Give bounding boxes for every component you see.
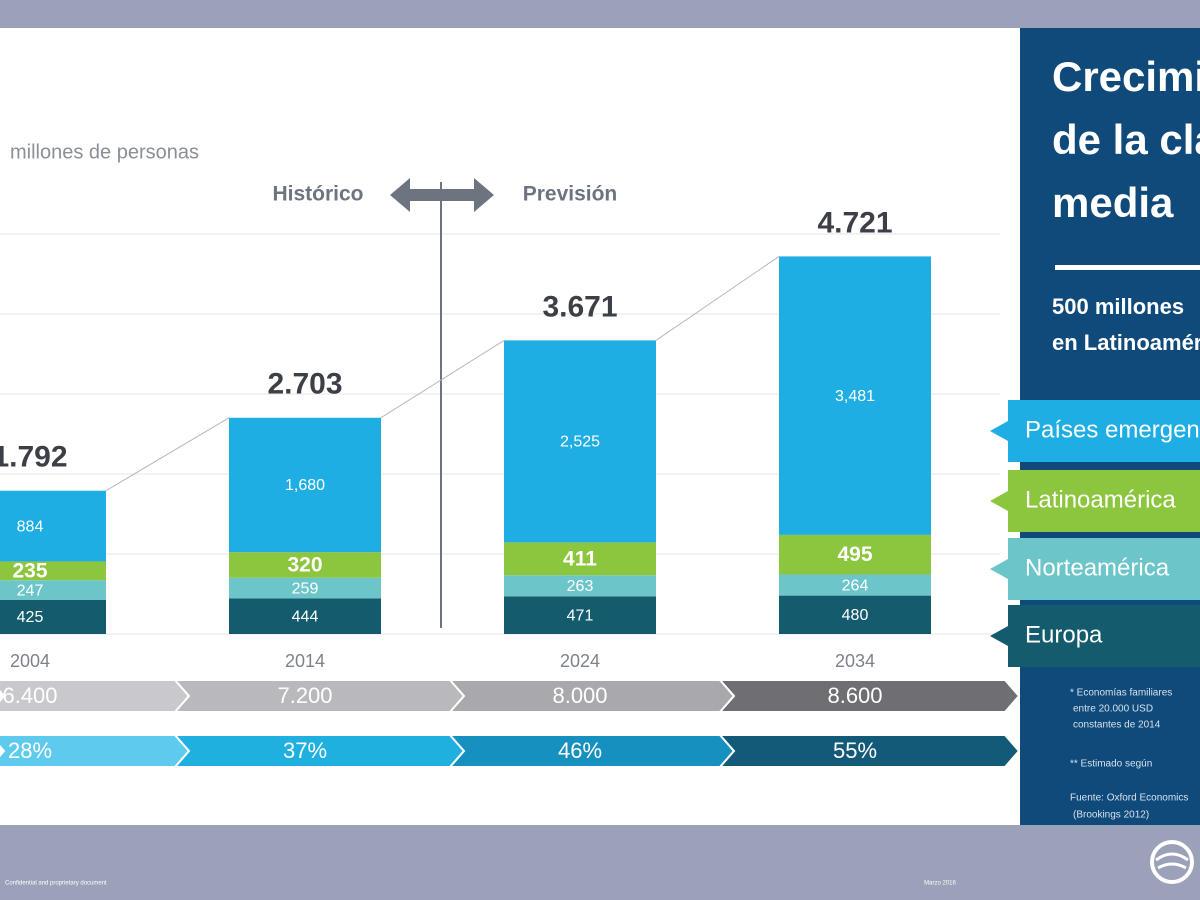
bar-segment (229, 598, 381, 634)
bar-segment (504, 596, 656, 634)
data-label: 263 (567, 578, 594, 595)
bar-segment (229, 552, 381, 578)
bar-segment (779, 574, 931, 596)
data-label: 2,525 (560, 434, 600, 451)
data-label: 247 (17, 582, 44, 599)
x-tick-label: 2014 (285, 651, 325, 671)
logo (1150, 840, 1194, 884)
footer-right: Marzo 2016 (924, 881, 956, 887)
x-tick-label: 2034 (835, 651, 875, 671)
data-label: 264 (842, 577, 869, 594)
legend-label: Europa (1025, 621, 1103, 648)
total-label: 3.671 (542, 290, 617, 323)
bar-segment (504, 575, 656, 597)
share_row-chevron (717, 734, 1021, 768)
top-band (0, 0, 1200, 28)
data-label: 3,481 (835, 388, 875, 405)
population_row-label: 8.600 (827, 683, 882, 708)
total-label: 2.703 (267, 368, 342, 401)
forecast-label: Previsión (523, 183, 618, 206)
unit-label: millones de personas (10, 141, 199, 163)
legend-swatch (990, 605, 1200, 667)
bar-segment (229, 577, 381, 599)
sidebar-rule (1055, 265, 1200, 270)
data-label: 425 (17, 609, 44, 626)
share_row-label: 28% (8, 738, 52, 763)
bar-segment (504, 340, 656, 543)
bar-segment (504, 542, 656, 576)
legend-swatch (990, 470, 1200, 532)
data-label: 480 (842, 607, 869, 624)
bar-segment (0, 561, 106, 581)
x-tick-label: 2024 (560, 651, 600, 671)
bar-segment (0, 580, 106, 600)
population_row-label: 6.400 (2, 683, 57, 708)
data-label: 884 (17, 518, 44, 535)
bar-segment (779, 534, 931, 575)
connector (105, 417, 230, 492)
share_row-label: 37% (283, 738, 327, 763)
sidebar-note: ** Estimado según (1070, 759, 1152, 770)
sidebar: Crecimiento de la clase media 500 millones e… (1052, 53, 1200, 821)
sidebar-note: entre 20.000 USD (1073, 704, 1153, 715)
sidebar-subtitle: 500 millones (1052, 294, 1184, 319)
x-tick-label: 2004 (10, 651, 50, 671)
data-label: 320 (287, 554, 322, 577)
legend-label: Latinoamérica (1025, 486, 1176, 513)
data-label: 411 (563, 547, 597, 570)
sidebar-title: Crecimiento (1052, 53, 1200, 100)
data-label: 495 (837, 543, 872, 566)
population_row-label: 7.200 (277, 683, 332, 708)
sidebar-title: de la clase (1052, 116, 1200, 163)
bottom-band (0, 825, 1200, 900)
population_row-chevron (717, 679, 1021, 713)
sidebar-note: constantes de 2014 (1073, 720, 1161, 731)
sidebar-title: media (1052, 179, 1174, 226)
bar-segment (779, 256, 931, 535)
connector (655, 255, 780, 341)
legend-swatch (990, 538, 1200, 600)
population_row-label: 8.000 (552, 683, 607, 708)
total-label: 4.721 (817, 206, 892, 239)
share_row-label: 55% (833, 738, 877, 763)
bar-segment (0, 490, 106, 562)
bar-segment (779, 595, 931, 634)
data-label: 259 (292, 580, 319, 597)
legend-label: Norteamérica (1025, 554, 1170, 581)
historic-label: Histórico (272, 183, 363, 206)
logo-mark (1155, 852, 1189, 870)
footer-left: Confidential and proprietary document (5, 881, 107, 887)
connector (380, 339, 505, 419)
sidebar-subtitle: en Latinoamérica (1052, 330, 1200, 355)
data-label: 235 (12, 559, 47, 582)
bar-segment (0, 600, 106, 634)
sidebar-note: (Brookings 2012) (1073, 810, 1149, 821)
sidebar-note: Fuente: Oxford Economics (1070, 793, 1188, 804)
data-label: 1,680 (285, 477, 325, 494)
total-label: 1.792 (0, 441, 68, 474)
data-label: 444 (292, 608, 319, 625)
legend-swatch (990, 400, 1200, 462)
bar-segment (229, 417, 381, 553)
sidebar-note: * Economías familiares (1070, 688, 1172, 699)
legend-label: Países emergentes (1025, 416, 1200, 443)
share_row-label: 46% (558, 738, 602, 763)
data-label: 471 (567, 607, 594, 624)
sidebar-panel (1020, 28, 1200, 396)
